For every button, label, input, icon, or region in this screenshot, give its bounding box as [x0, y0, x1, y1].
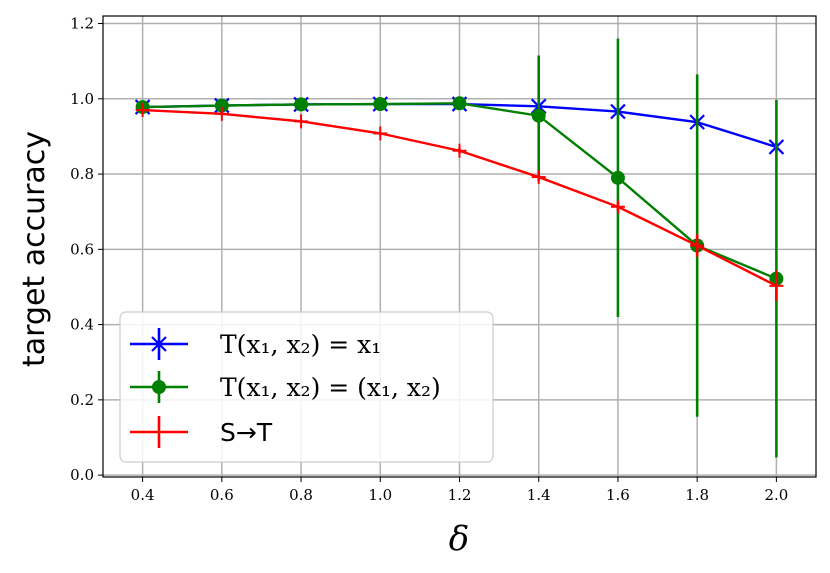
y-tick-label: 1.0 — [70, 90, 94, 108]
y-tick-label: 1.2 — [70, 15, 94, 33]
y-tick-label: 0.4 — [70, 316, 94, 334]
x-tick-label: 1.2 — [448, 486, 472, 504]
series-layer — [134, 38, 785, 458]
data-point — [214, 106, 229, 121]
x-tick-label: 1.8 — [685, 486, 709, 504]
x-tick-label: 0.8 — [289, 486, 313, 504]
data-point — [531, 108, 546, 123]
legend-entry-0: T(x₁, x₂) = x₁ — [130, 328, 381, 360]
data-point — [690, 238, 705, 253]
x-tick-label: 2.0 — [764, 486, 788, 504]
x-axis-title: δ — [449, 519, 469, 559]
data-point — [373, 97, 388, 112]
ticks: 0.4 0.6 0.8 1.0 1.2 1.4 1.6 1.8 2.0 0.0 0.2 0.4 0.6 0… — [70, 15, 788, 504]
legend-marker — [152, 380, 166, 394]
y-tick-label: 0.2 — [70, 391, 94, 409]
data-point — [610, 199, 625, 214]
data-point — [452, 96, 467, 111]
legend-frame — [119, 311, 494, 463]
data-point — [214, 98, 229, 113]
data-point — [531, 170, 546, 185]
data-point — [294, 97, 309, 112]
legend-marker — [151, 336, 167, 352]
data-point — [373, 126, 388, 141]
y-tick-label: 0.6 — [70, 240, 94, 258]
series-2 — [135, 103, 784, 301]
x-tick-label: 0.6 — [210, 486, 234, 504]
data-point — [294, 114, 309, 129]
data-point — [610, 170, 625, 185]
legend: T(x₁, x₂) = x₁ T(x₁, x₂) = (x₁, x₂) S→T — [119, 311, 494, 463]
data-point — [135, 103, 150, 118]
x-tick-label: 1.0 — [368, 486, 392, 504]
x-tick-label: 1.4 — [527, 486, 551, 504]
y-axis-title: target accuracy — [17, 131, 52, 367]
legend-label: S→T — [220, 418, 273, 447]
legend-label: T(x₁, x₂) = x₁ — [220, 330, 381, 359]
legend-marker — [152, 425, 166, 439]
legend-entries: T(x₁, x₂) = x₁ T(x₁, x₂) = (x₁, x₂) S→T — [130, 328, 441, 448]
y-tick-label: 0.0 — [70, 466, 94, 484]
x-tick-label: 1.6 — [606, 486, 630, 504]
x-tick-label: 0.4 — [131, 486, 155, 504]
data-point — [452, 143, 467, 158]
legend-entry-1: T(x₁, x₂) = (x₁, x₂) — [130, 371, 441, 403]
y-tick-label: 0.8 — [70, 165, 94, 183]
data-point — [769, 278, 784, 293]
legend-label: T(x₁, x₂) = (x₁, x₂) — [220, 373, 441, 402]
legend-entry-2: S→T — [130, 416, 273, 448]
marker-stroke — [151, 336, 167, 352]
